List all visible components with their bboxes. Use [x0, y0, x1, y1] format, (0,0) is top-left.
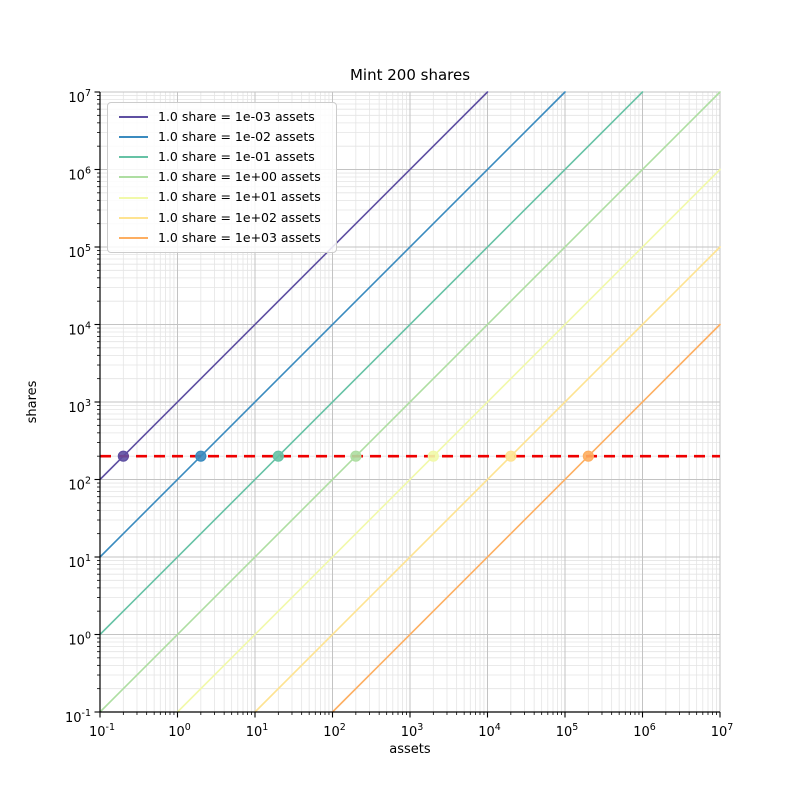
- y-tick-label: 107: [68, 88, 91, 106]
- series-line: [99, 91, 721, 713]
- y-tick-label: 100: [68, 631, 91, 649]
- series-line: [99, 91, 644, 636]
- data-point-marker: [505, 450, 517, 462]
- x-tick-label: 101: [246, 722, 269, 740]
- legend-swatch: [119, 236, 148, 239]
- legend-swatch: [119, 116, 148, 119]
- x-tick-label: 102: [323, 722, 346, 740]
- legend-item: 1.0 share = 1e+02 assets: [108, 208, 336, 228]
- series-lines: [99, 91, 721, 713]
- y-tick-label: 104: [68, 321, 91, 339]
- legend-swatch: [119, 216, 148, 219]
- series-line: [331, 323, 721, 713]
- x-tick-label: 105: [556, 722, 579, 740]
- x-axis-label: assets: [389, 742, 431, 757]
- legend-item: 1.0 share = 1e-02 assets: [108, 127, 336, 147]
- y-tick-label: 10-1: [65, 708, 91, 726]
- y-tick-label: 106: [68, 166, 91, 184]
- legend-item: 1.0 share = 1e-01 assets: [108, 147, 336, 167]
- x-tick-label: 100: [168, 722, 191, 740]
- data-point-marker: [117, 450, 129, 462]
- legend: 1.0 share = 1e-03 assets 1.0 share = 1e-0…: [107, 102, 337, 253]
- y-axis-label: shares: [25, 380, 40, 423]
- legend-label: 1.0 share = 1e-03 assets: [158, 108, 315, 124]
- x-tick-label: 103: [401, 722, 424, 740]
- series-line: [99, 91, 489, 481]
- data-point-marker: [272, 450, 284, 462]
- x-tick-label: 104: [478, 722, 501, 740]
- legend-swatch: [119, 196, 148, 199]
- data-point-markers: [117, 450, 594, 462]
- series-line: [176, 168, 721, 713]
- x-tick-label: 106: [633, 722, 656, 740]
- data-point-marker: [582, 450, 594, 462]
- x-tick-label: 107: [711, 722, 734, 740]
- legend-item: 1.0 share = 1e+01 assets: [108, 188, 336, 208]
- legend-swatch: [119, 136, 148, 139]
- data-point-marker: [427, 450, 439, 462]
- legend-label: 1.0 share = 1e-02 assets: [158, 128, 315, 144]
- series-line: [99, 91, 566, 558]
- legend-label: 1.0 share = 1e+03 assets: [158, 229, 321, 245]
- legend-swatch: [119, 176, 148, 179]
- legend-item: 1.0 share = 1e+00 assets: [108, 167, 336, 187]
- y-tick-label: 103: [68, 398, 91, 416]
- data-point-marker: [195, 450, 207, 462]
- legend-label: 1.0 share = 1e+00 assets: [158, 169, 321, 185]
- y-tick-label: 101: [68, 553, 91, 571]
- legend-label: 1.0 share = 1e-01 assets: [158, 149, 315, 165]
- legend-label: 1.0 share = 1e+02 assets: [158, 209, 321, 225]
- series-line: [254, 246, 721, 713]
- legend-label: 1.0 share = 1e+01 assets: [158, 189, 321, 205]
- x-tick-label: 10-1: [89, 722, 115, 740]
- legend-item: 1.0 share = 1e+03 assets: [108, 228, 336, 248]
- data-point-marker: [350, 450, 362, 462]
- chart-title: Mint 200 shares: [350, 66, 470, 84]
- legend-item: 1.0 share = 1e-03 assets: [108, 107, 336, 127]
- y-tick-label: 105: [68, 243, 91, 261]
- axes-spines-and-ticks: [94, 91, 721, 718]
- legend-swatch: [119, 156, 148, 159]
- y-tick-label: 102: [68, 476, 91, 494]
- tick-labels: 10-1 100 101 102 103 104 105 106 107 10-1 100 101 10…: [65, 88, 733, 740]
